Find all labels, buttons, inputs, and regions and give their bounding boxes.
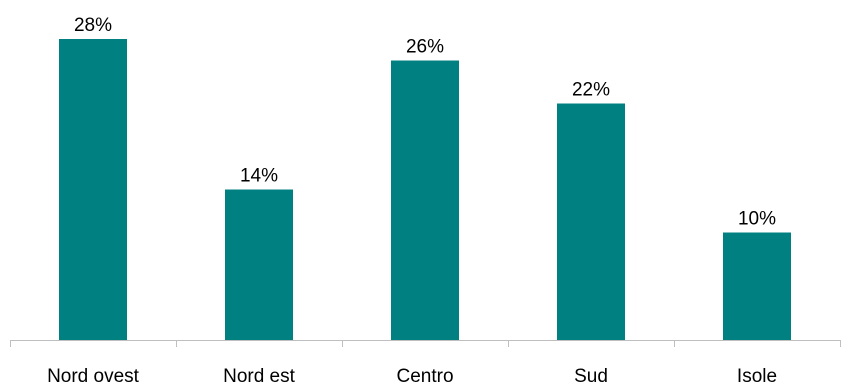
bar-sud xyxy=(557,103,625,340)
bar-nord-ovest xyxy=(59,39,127,340)
x-axis-tick-labels: Nord ovest Nord est Centro Sud Isole xyxy=(47,366,777,386)
data-label: 10% xyxy=(738,209,776,230)
bar-centro xyxy=(391,60,459,340)
x-tick-label: Centro xyxy=(396,366,453,386)
data-label: 26% xyxy=(406,37,444,58)
bars-layer xyxy=(59,39,791,340)
x-tick-label: Isole xyxy=(737,366,777,386)
x-tick-label: Sud xyxy=(574,366,608,386)
bar-isole xyxy=(723,232,791,340)
bar-nord-est xyxy=(225,189,293,340)
data-label: 22% xyxy=(572,80,610,101)
x-tick-label: Nord ovest xyxy=(47,366,140,386)
data-labels-layer: 28% 14% 26% 22% 10% xyxy=(74,15,776,230)
data-label: 14% xyxy=(240,166,278,187)
data-label: 28% xyxy=(74,15,112,36)
x-axis-ticks xyxy=(10,340,841,347)
x-tick-label: Nord est xyxy=(223,366,296,386)
